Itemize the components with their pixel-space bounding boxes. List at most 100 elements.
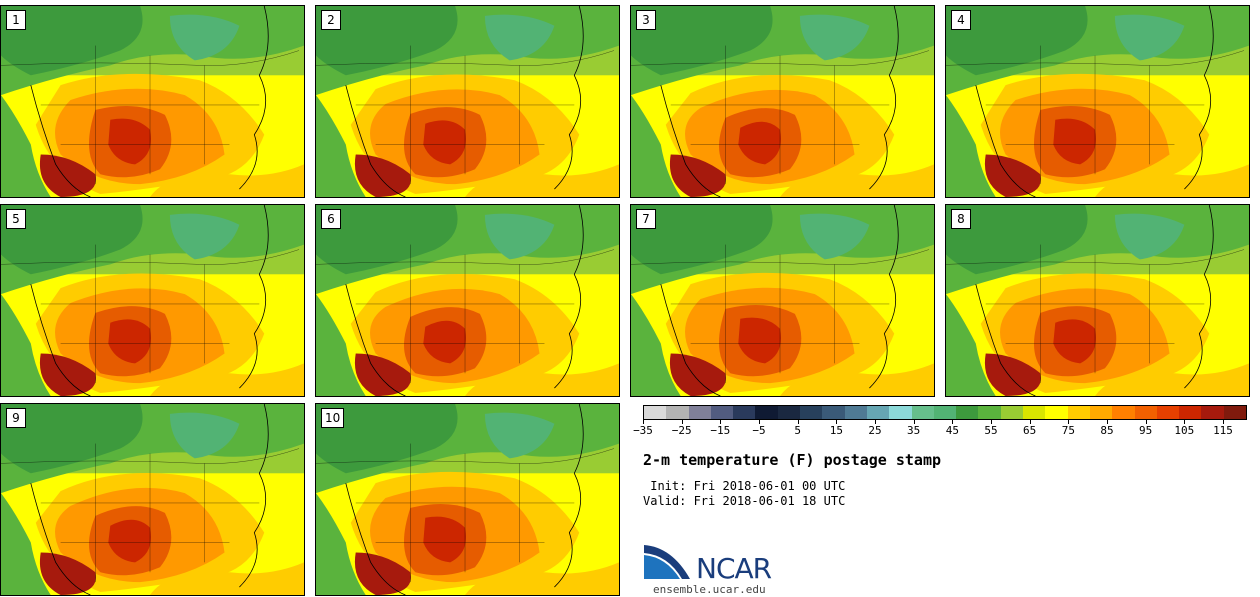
colorbar-tick xyxy=(1184,420,1186,424)
member-number: 6 xyxy=(321,209,341,229)
colorbar-swatch xyxy=(1201,406,1224,419)
colorbar-swatch xyxy=(933,406,957,419)
colorbar-tick-label: 115 xyxy=(1213,424,1233,437)
temperature-map xyxy=(316,6,619,197)
colorbar-swatch xyxy=(755,406,778,419)
colorbar-swatch xyxy=(644,406,667,419)
colorbar-swatch xyxy=(866,406,890,419)
colorbar-swatch xyxy=(800,406,823,419)
colorbar-swatch xyxy=(710,406,734,419)
colorbar-tick xyxy=(759,420,760,424)
colorbar-tick xyxy=(913,420,915,424)
temperature-map xyxy=(946,205,1249,396)
colorbar-swatch xyxy=(956,406,979,419)
colorbar-swatch xyxy=(911,406,934,419)
colorbar-legend: −35 −25 −15 −5 5 15 25 35 45 55 65 75 85 95 105 115 xyxy=(633,405,1247,438)
colorbar-swatch xyxy=(822,406,845,419)
temperature-map xyxy=(946,6,1249,197)
colorbar-swatch xyxy=(666,406,689,419)
colorbar-tick-label: −35 xyxy=(633,424,653,437)
colorbar-tick xyxy=(875,420,876,424)
temperature-map xyxy=(316,205,619,396)
temperature-map xyxy=(631,205,934,396)
member-number: 1 xyxy=(6,10,26,30)
colorbar-tick-label: 35 xyxy=(907,424,921,437)
colorbar-tick-label: 65 xyxy=(1023,424,1037,437)
colorbar-tick-label: 95 xyxy=(1139,424,1153,437)
colorbar-swatch xyxy=(1023,406,1046,419)
temperature-map xyxy=(1,205,304,396)
ncar-logo[interactable]: NCAR ensemble.ucar.edu xyxy=(642,541,792,597)
colorbar-swatch xyxy=(1223,406,1247,419)
colorbar-swatch xyxy=(978,406,1001,419)
colorbar-tick-label: 85 xyxy=(1100,424,1114,437)
colorbar-tick-label: 105 xyxy=(1174,424,1195,437)
colorbar-swatch xyxy=(1067,406,1090,419)
member-panel[interactable]: 10 xyxy=(315,403,620,596)
colorbar-tick-label: 15 xyxy=(829,424,843,437)
member-panel[interactable]: 7 xyxy=(630,204,935,397)
colorbar-swatch xyxy=(1112,406,1135,419)
colorbar-tick xyxy=(1029,420,1031,424)
colorbar-tick-label: 45 xyxy=(945,424,959,437)
colorbar-tick-label: −15 xyxy=(710,424,731,437)
colorbar-tick xyxy=(797,420,799,424)
colorbar-tick xyxy=(991,420,992,424)
member-number: 4 xyxy=(951,10,971,30)
member-number: 2 xyxy=(321,10,341,30)
chart-title: 2-m temperature (F) postage stamp xyxy=(643,451,942,469)
temperature-map xyxy=(316,404,619,595)
member-number: 3 xyxy=(636,10,656,30)
colorbar-tick-label: −5 xyxy=(752,424,766,437)
member-panel[interactable]: 6 xyxy=(315,204,620,397)
colorbar-tick xyxy=(643,420,644,424)
member-panel[interactable]: 9 xyxy=(0,403,305,596)
colorbar-tick xyxy=(1107,420,1108,424)
colorbar-swatch xyxy=(844,406,867,419)
colorbar-tick xyxy=(836,420,838,424)
temperature-map xyxy=(631,6,934,197)
colorbar-swatch xyxy=(1000,406,1024,419)
logo-name: NCAR xyxy=(696,552,772,585)
colorbar-swatch xyxy=(777,406,801,419)
member-panel[interactable]: 4 xyxy=(945,5,1250,198)
colorbar-tick-label: 25 xyxy=(868,424,882,437)
logo-url[interactable]: ensemble.ucar.edu xyxy=(653,583,766,596)
temperature-map xyxy=(1,404,304,595)
colorbar-tick xyxy=(1068,420,1070,424)
temperature-map xyxy=(1,6,304,197)
colorbar-tick xyxy=(952,420,954,424)
colorbar-tick xyxy=(681,420,683,424)
colorbar-swatch xyxy=(1045,406,1068,419)
colorbar-tick-label: 75 xyxy=(1061,424,1075,437)
colorbar-swatch xyxy=(1134,406,1157,419)
colorbar-ticks: −35 −25 −15 −5 5 15 25 35 45 55 65 75 85 95 105 115 xyxy=(633,420,1247,438)
member-panel[interactable]: 3 xyxy=(630,5,935,198)
member-number: 7 xyxy=(636,209,656,229)
member-number: 9 xyxy=(6,408,26,428)
colorbar-swatch xyxy=(889,406,912,419)
colorbar-swatch xyxy=(1179,406,1202,419)
colorbar-tick-label: 5 xyxy=(794,424,801,437)
member-panel[interactable]: 8 xyxy=(945,204,1250,397)
member-panel[interactable]: 5 xyxy=(0,204,305,397)
colorbar-swatch xyxy=(1156,406,1180,419)
colorbar-tick-label: −25 xyxy=(671,424,692,437)
member-panel[interactable]: 1 xyxy=(0,5,305,198)
member-number: 10 xyxy=(321,408,345,428)
init-time: Init: Fri 2018-06-01 00 UTC xyxy=(643,479,846,493)
colorbar-tick xyxy=(720,420,722,424)
init-valid-info: Init: Fri 2018-06-01 00 UTC Valid: Fri 2… xyxy=(643,479,845,509)
colorbar-swatch xyxy=(688,406,711,419)
member-number: 5 xyxy=(6,209,26,229)
colorbar-swatch xyxy=(1089,406,1113,419)
colorbar-tick-label: 55 xyxy=(984,424,998,437)
colorbar xyxy=(643,405,1247,420)
member-number: 8 xyxy=(951,209,971,229)
colorbar-tick xyxy=(1223,420,1224,424)
valid-time: Valid: Fri 2018-06-01 18 UTC xyxy=(643,494,846,508)
ncar-swoosh-icon xyxy=(644,545,690,579)
colorbar-tick xyxy=(1145,420,1147,424)
member-panel[interactable]: 2 xyxy=(315,5,620,198)
colorbar-swatch xyxy=(733,406,756,419)
